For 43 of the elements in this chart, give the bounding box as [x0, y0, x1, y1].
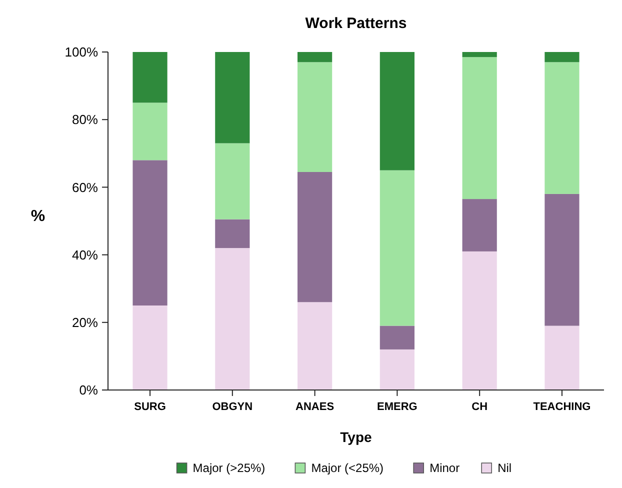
bar [462, 251, 497, 390]
bar [544, 194, 580, 326]
y-axis-title: % [30, 208, 46, 225]
y-tick-label: 100% [64, 44, 98, 60]
x-tick-label: SURG [134, 401, 166, 413]
y-tick-label: 20% [72, 314, 98, 330]
x-axis-title: Type [340, 429, 372, 445]
x-tick-label: ANAES [296, 401, 334, 413]
bar [215, 52, 250, 144]
bar [380, 349, 414, 390]
x-tick-label: EMERG [377, 401, 418, 413]
legend-label: Major (<25%) [311, 461, 384, 475]
y-tick-label: 40% [72, 247, 98, 262]
bar [544, 326, 580, 390]
bar [298, 62, 332, 172]
bar [132, 102, 168, 160]
chart-title: Work Patterns [305, 15, 407, 32]
bar [298, 302, 332, 390]
bar [544, 52, 580, 62]
bar [462, 199, 497, 252]
legend-label: Minor [430, 461, 460, 475]
bar [132, 160, 168, 306]
bar [462, 52, 497, 58]
bar [298, 52, 332, 62]
x-tick-label: TEACHING [533, 401, 591, 413]
legend-label: Nil [498, 461, 512, 475]
bar [380, 326, 414, 350]
y-tick-label: 60% [72, 180, 98, 195]
bar [380, 52, 414, 170]
bar [215, 219, 250, 248]
y-tick-label: 0% [79, 382, 98, 398]
bar [544, 62, 580, 194]
x-tick-label: CH [472, 401, 488, 413]
bar [215, 143, 250, 220]
bar [132, 306, 168, 390]
bar [215, 248, 250, 390]
legend-label: Major (>25%) [192, 461, 266, 475]
bar [462, 57, 497, 200]
y-tick-label: 80% [72, 112, 98, 128]
bar [132, 52, 168, 103]
bar [380, 170, 414, 326]
bar [298, 172, 332, 302]
x-tick-label: OBGYN [212, 401, 253, 413]
